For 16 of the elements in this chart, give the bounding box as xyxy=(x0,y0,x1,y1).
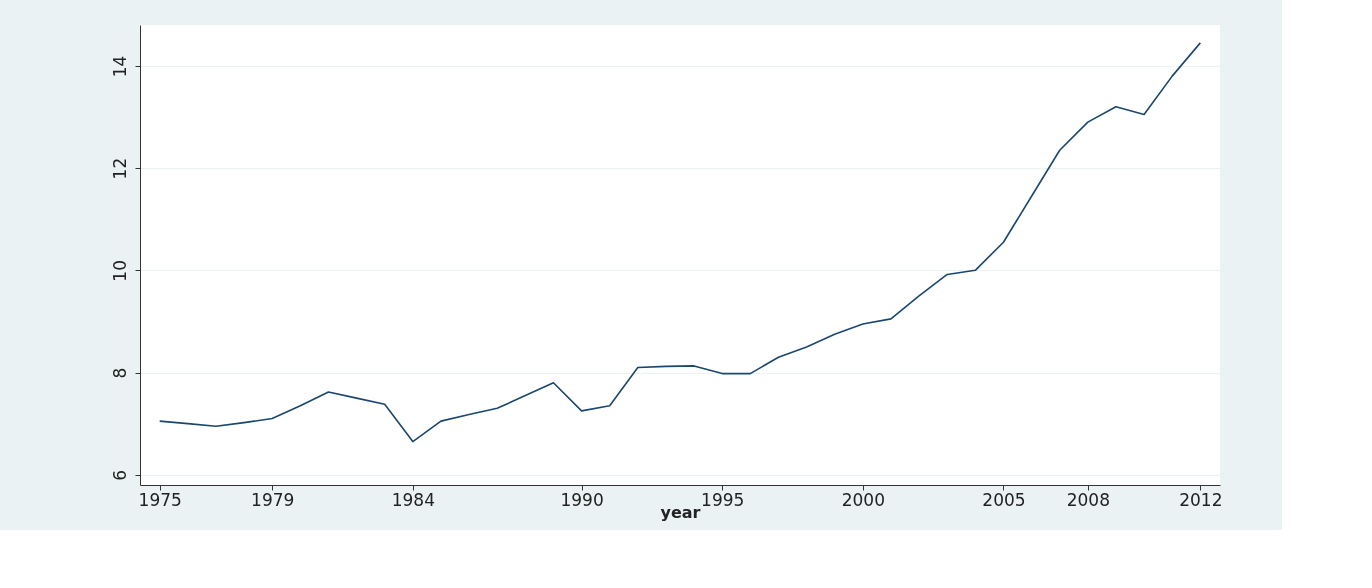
line-series xyxy=(158,42,1202,443)
x-tick-label: 1979 xyxy=(251,489,295,510)
x-axis-title: year xyxy=(660,502,701,522)
x-tick-label: 1995 xyxy=(701,489,745,510)
x-tick-label: 2005 xyxy=(982,489,1026,510)
x-tick-label: 2008 xyxy=(1066,489,1110,510)
y-tick-label: 12 xyxy=(109,157,130,180)
x-tick-label: 2012 xyxy=(1179,489,1223,510)
x-tick-label: 1975 xyxy=(138,489,182,510)
y-tick-label: 8 xyxy=(109,367,130,379)
x-tick-label: 1984 xyxy=(391,489,435,510)
y-tick-label: 6 xyxy=(109,469,130,481)
y-tick-label: 10 xyxy=(109,260,130,282)
x-tick-label: 2000 xyxy=(841,489,885,510)
y-tick-label: 14 xyxy=(109,55,130,78)
x-tick-label: 1990 xyxy=(560,489,604,510)
